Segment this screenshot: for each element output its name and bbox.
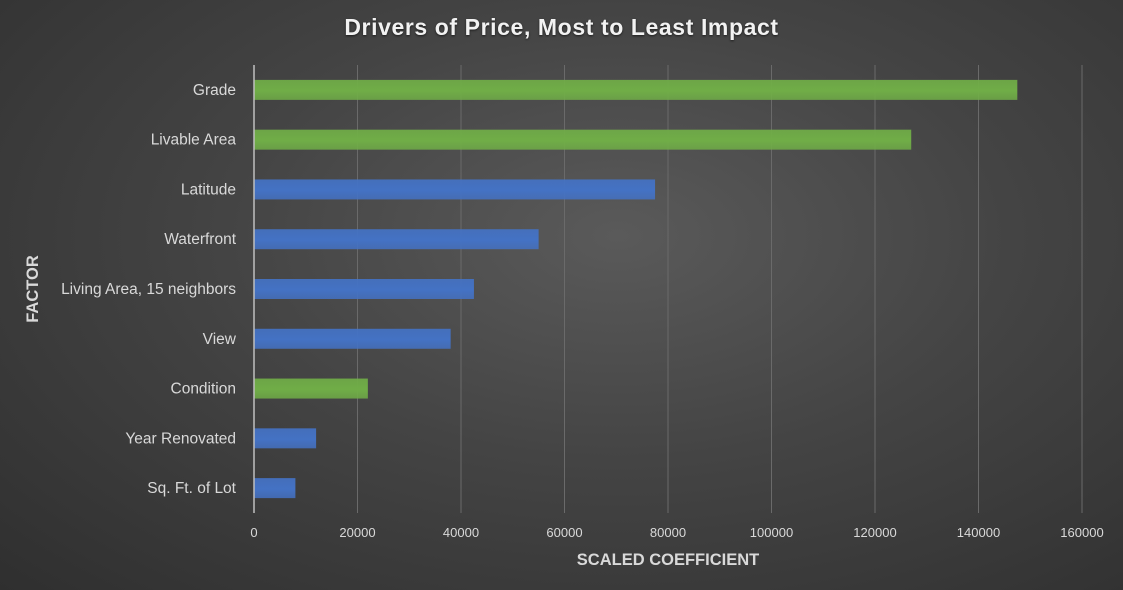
y-category-label: Latitude (181, 181, 236, 198)
y-category-label: Livable Area (151, 132, 237, 149)
y-axis-title: FACTOR (24, 255, 42, 323)
bar-grade (254, 79, 1018, 100)
bar-livable-area (254, 129, 912, 150)
y-category-label: Sq. Ft. of Lot (147, 480, 236, 497)
x-tick-label: 160000 (1060, 525, 1103, 540)
bar-waterfront (254, 229, 539, 250)
y-category-label: Waterfront (164, 231, 236, 248)
y-category-label: Grade (193, 82, 236, 99)
x-tick-label: 60000 (546, 525, 582, 540)
x-tick-label: 20000 (339, 525, 375, 540)
bar-living-area-15-neighbors (254, 279, 474, 299)
bar-sq-ft-of-lot (254, 478, 296, 499)
bar-latitude (254, 179, 656, 200)
x-tick-label: 80000 (650, 525, 686, 540)
y-category-label: Living Area, 15 neighbors (61, 281, 236, 298)
bar-condition (254, 378, 368, 399)
x-tick-label: 0 (250, 525, 257, 540)
chart-title: Drivers of Price, Most to Least Impact (344, 14, 779, 40)
x-tick-label: 120000 (853, 525, 896, 540)
bar-year-renovated (254, 428, 317, 449)
y-category-label: Year Renovated (125, 430, 236, 447)
x-axis-title: SCALED COEFFICIENT (577, 551, 759, 569)
y-category-label: View (203, 331, 237, 348)
x-tick-label: 140000 (957, 525, 1000, 540)
bar-view (254, 328, 451, 349)
x-tick-label: 40000 (443, 525, 479, 540)
x-tick-label: 100000 (750, 525, 793, 540)
labels: 0 20000 40000 60000 80000 100000 120000 140000 1… (61, 82, 1104, 540)
y-category-label: Condition (171, 381, 237, 398)
bars (254, 79, 1018, 499)
